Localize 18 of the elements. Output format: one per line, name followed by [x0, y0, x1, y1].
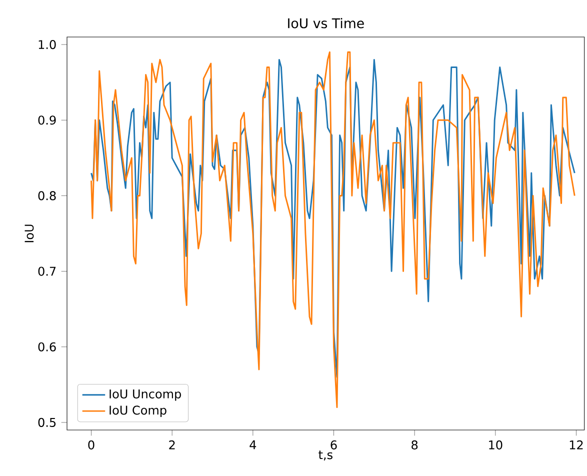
x-tick-label: 12	[570, 440, 583, 450]
y-tick-label: 0.5	[38, 418, 56, 427]
x-tick-label: 4	[250, 440, 256, 450]
x-tick-label: 2	[169, 440, 175, 450]
y-axis-title: IoU	[24, 224, 34, 242]
y-tick-label: 0.9	[38, 116, 56, 125]
x-tick-label: 8	[412, 440, 418, 450]
legend-label: IoU Uncomp	[110, 390, 181, 401]
chart-title: IoU vs Time	[288, 18, 364, 28]
legend-label: IoU Comp	[110, 406, 166, 418]
y-tick-label: 0.6	[38, 342, 56, 352]
y-tick-label: 0.7	[38, 266, 56, 276]
y-tick-label: 0.8	[38, 191, 56, 200]
x-tick-label: 10	[489, 440, 502, 450]
y-tick-label: 1.0	[38, 40, 56, 50]
x-tick-label: 0	[88, 440, 94, 450]
x-tick-label: 6	[330, 440, 337, 450]
x-axis-title: t,s	[318, 450, 332, 460]
